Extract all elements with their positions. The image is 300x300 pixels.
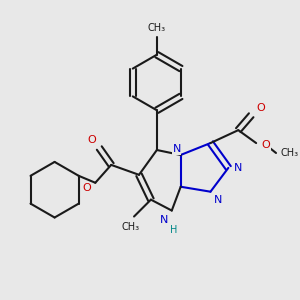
Text: N: N (214, 195, 223, 205)
Text: O: O (87, 135, 96, 145)
Text: N: N (172, 144, 181, 154)
Text: N: N (234, 163, 242, 173)
Text: N: N (160, 215, 168, 226)
Text: CH₃: CH₃ (148, 23, 166, 33)
Text: O: O (82, 183, 91, 193)
Text: O: O (262, 140, 271, 150)
Text: CH₃: CH₃ (122, 222, 140, 233)
Text: O: O (257, 103, 266, 113)
Text: H: H (170, 225, 177, 236)
Text: CH₃: CH₃ (281, 148, 299, 158)
